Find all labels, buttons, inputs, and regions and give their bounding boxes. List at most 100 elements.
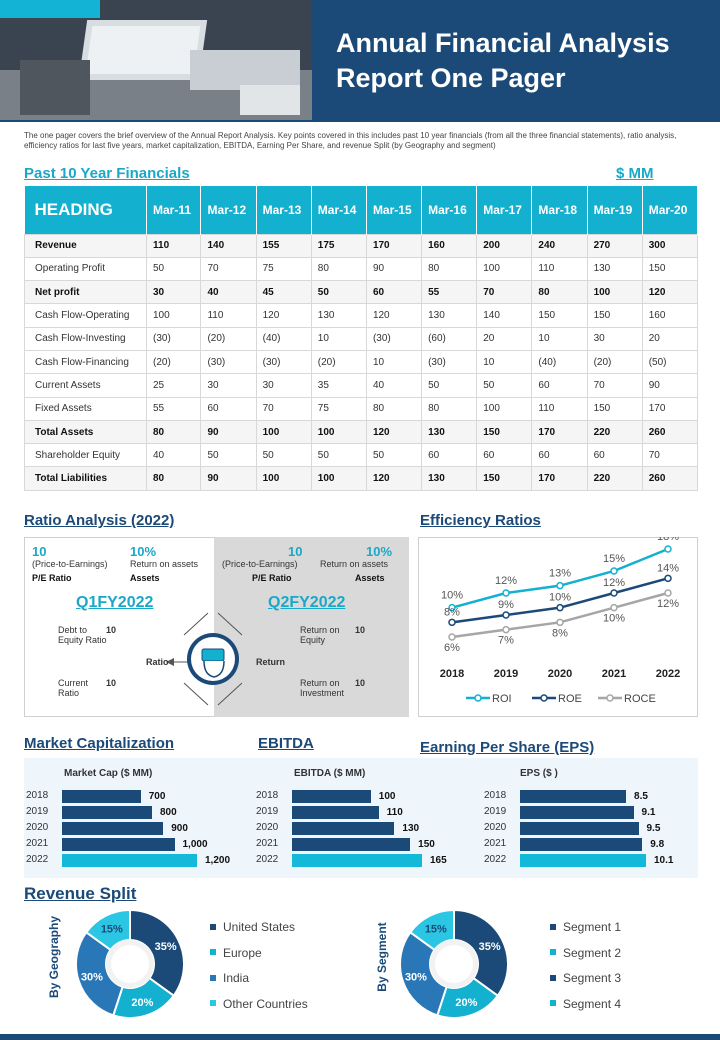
bar-value-label: 9.5 — [646, 823, 661, 834]
data-point — [448, 633, 456, 641]
bar-value-label: 130 — [402, 823, 420, 834]
table-cell: (40) — [531, 349, 588, 375]
ebitda-bar-chart: 2018 100 2019 110 2020 130 2021 150 2022 165 — [256, 790, 466, 872]
table-cell: (30) — [365, 326, 423, 351]
bar-category-label: 2018 — [484, 790, 507, 801]
ebitda-chart-title: EBITDA ($ MM) — [294, 768, 366, 779]
table-cell: 110 — [531, 256, 588, 282]
market-cap-chart-title: Market Cap ($ MM) — [64, 768, 153, 779]
table-cell: 40 — [145, 443, 202, 468]
q1-cr-label: Current Ratio — [58, 678, 89, 698]
row-label: Revenue — [24, 233, 147, 258]
data-point — [610, 589, 618, 597]
table-cell: 240 — [531, 233, 588, 258]
data-label: 12% — [603, 577, 625, 589]
year-header: Mar-19 — [587, 186, 643, 234]
legend-marker — [540, 694, 548, 702]
legend-item: Other Countries — [210, 995, 308, 1021]
table-cell: 10 — [476, 349, 533, 375]
table-cell: 50 — [255, 443, 312, 468]
bar-value-label: 10.1 — [654, 855, 674, 866]
legend-label: Europe — [223, 945, 262, 960]
data-point — [502, 589, 510, 597]
geography-donut-chart: 35% 20% 30% 15% — [75, 908, 185, 1019]
data-label: 15% — [603, 553, 625, 565]
legend-label: Segment 2 — [563, 945, 622, 960]
table-cell: (40) — [255, 326, 312, 351]
legend-item: United States — [210, 918, 308, 944]
bar-value-label: 1,200 — [205, 855, 231, 866]
pie-slice-label: 15% — [101, 923, 123, 935]
data-label: 7% — [498, 635, 514, 647]
table-cell: (30) — [421, 349, 478, 375]
legend-label: India — [223, 971, 250, 985]
eps-title: Earning Per Share (EPS) — [420, 739, 595, 756]
ebitda-title: EBITDA — [258, 735, 314, 752]
x-tick-label: 2020 — [548, 668, 572, 680]
pie-slice-label: 30% — [81, 971, 103, 983]
pie-slice-label: 20% — [455, 997, 477, 1009]
table-cell: 50 — [310, 280, 367, 305]
table-cell: 90 — [200, 466, 257, 491]
x-tick-label: 2018 — [440, 668, 464, 680]
bar — [520, 838, 643, 851]
page-title: Annual Financial Analysis Report One Pag… — [336, 28, 670, 93]
table-cell: 130 — [421, 466, 478, 491]
bar-value-label: 8.5 — [634, 791, 648, 802]
bar-value-label: 110 — [386, 807, 403, 818]
intro-text: The one pager covers the brief overview … — [24, 131, 677, 150]
header-accent-stripe — [0, 0, 100, 18]
efficiency-panel — [418, 537, 698, 717]
legend-swatch — [550, 923, 556, 930]
efficiency-title: Efficiency Ratios — [420, 512, 541, 529]
legend-swatch — [210, 949, 216, 956]
table-cell: 70 — [200, 256, 257, 282]
bar-value-label: 900 — [171, 823, 188, 834]
q2-quarter: Q2FY2022 — [268, 594, 346, 611]
legend-label: Other Countries — [223, 996, 308, 1011]
table-cell: 170 — [641, 396, 699, 421]
year-header: Mar-13 — [256, 186, 312, 234]
table-cell: 140 — [476, 303, 533, 328]
x-tick-label: 2022 — [656, 668, 680, 680]
row-label: Fixed Assets — [24, 396, 147, 421]
bar-value-label: 800 — [160, 807, 177, 818]
bar — [62, 822, 164, 835]
table-cell: 80 — [421, 396, 478, 421]
bar — [62, 838, 175, 851]
table-cell: 90 — [641, 373, 699, 398]
bar — [292, 838, 411, 851]
data-label: 8% — [444, 606, 460, 618]
bar-category-label: 2019 — [26, 806, 49, 817]
segment-axis-label-wrap: By Segment — [372, 910, 392, 1010]
table-cell: 10 — [310, 326, 367, 351]
table-cell: 60 — [421, 443, 478, 468]
year-header: Mar-14 — [311, 186, 367, 234]
table-cell: 150 — [476, 466, 533, 491]
table-cell: 150 — [586, 303, 643, 328]
q1-cr-value: 10 — [106, 678, 117, 688]
table-cell: 50 — [200, 443, 257, 468]
data-label: 8% — [552, 627, 568, 639]
table-cell: 260 — [641, 466, 699, 491]
table-row: Total Assets 80 90 100 100 120 130 150 170 220 260 — [24, 419, 699, 445]
pie-slice-label: 35% — [155, 941, 177, 953]
table-cell: 70 — [255, 396, 312, 421]
table-row: Total Liabilities 80 90 100 100 120 130 150 170 2… — [24, 466, 699, 491]
bar — [520, 790, 627, 803]
data-point — [664, 574, 672, 583]
donut-hole-inner — [111, 945, 149, 983]
table-cell: 120 — [255, 303, 312, 328]
table-row: Cash Flow-Operating 100 110 120 130 120 130 140… — [24, 303, 699, 328]
legend-label: Segment 4 — [563, 996, 622, 1011]
legend-item: Segment 1 — [550, 918, 621, 944]
q2-pe-value: 10 — [288, 544, 303, 559]
legend-item: Segment 4 — [550, 995, 621, 1021]
table-cell: 100 — [255, 466, 312, 491]
bar-value-label: 9.1 — [641, 807, 656, 818]
table-cell: (30) — [255, 349, 312, 375]
table-row: Revenue 110 140 155 175 170 160 200 240 270 300 — [24, 233, 699, 258]
data-point — [448, 603, 456, 612]
table-cell: 100 — [476, 256, 533, 282]
bar — [520, 806, 634, 819]
